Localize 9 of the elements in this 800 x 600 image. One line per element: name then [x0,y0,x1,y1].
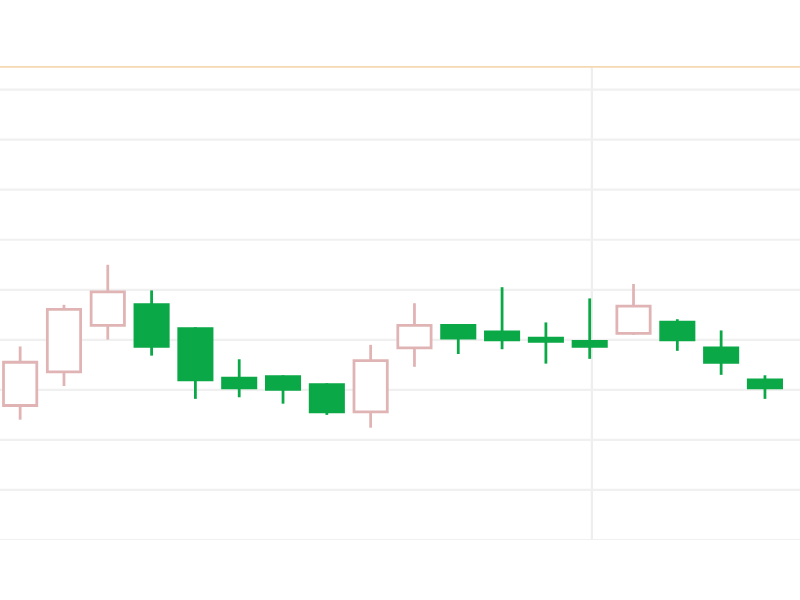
candlestick [2,346,39,420]
candlestick [659,319,696,351]
candlestick [571,298,608,359]
candlestick [396,303,433,367]
candlestick [352,344,389,428]
candlestick [221,359,258,398]
candlestick [703,330,740,375]
candlestick [133,290,170,356]
candlestick [89,264,126,340]
